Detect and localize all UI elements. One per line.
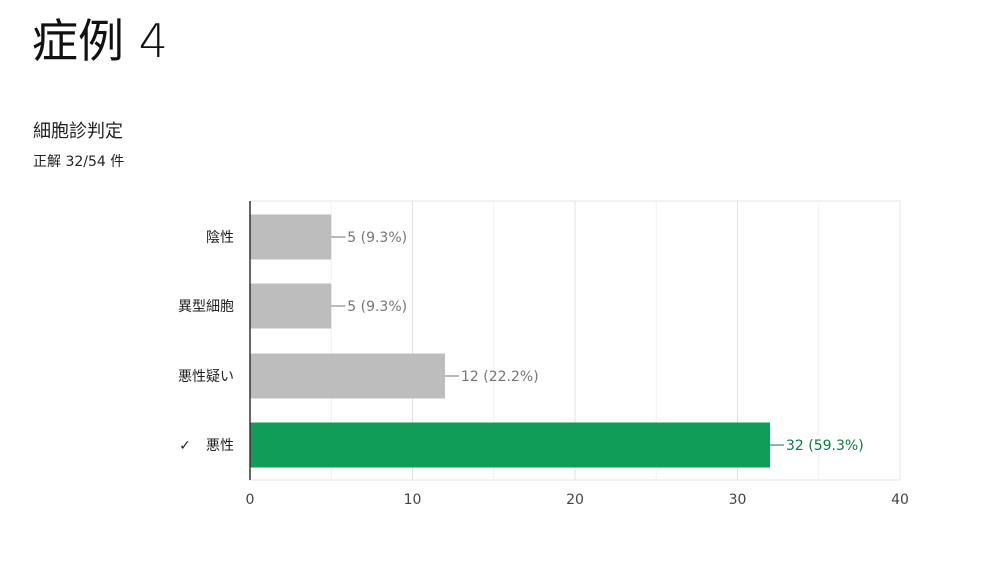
data-label: 5 (9.3%) xyxy=(347,299,407,315)
category-label: 陰性 xyxy=(206,230,234,246)
correct-check-icon: ✓ xyxy=(179,438,191,454)
x-tick-label: 30 xyxy=(729,492,747,508)
category-label: 悪性 xyxy=(206,438,234,454)
score-summary: 正解 32/54 件 xyxy=(33,154,125,170)
x-tick-label: 10 xyxy=(404,492,422,508)
data-label: 5 (9.3%) xyxy=(347,230,407,246)
bar xyxy=(250,214,332,260)
question-title: 細胞診判定 xyxy=(33,121,123,142)
slide-title: 症例 4 xyxy=(32,14,168,68)
category-label: 悪性疑い xyxy=(178,369,234,385)
bar xyxy=(250,353,445,399)
x-tick-label: 40 xyxy=(891,492,909,508)
x-tick-label: 0 xyxy=(246,492,255,508)
data-label: 12 (22.2%) xyxy=(461,369,539,385)
category-label: 異型細胞 xyxy=(178,299,234,315)
x-tick-label: 20 xyxy=(566,492,584,508)
data-label: 32 (59.3%) xyxy=(786,438,864,454)
bar xyxy=(250,283,332,329)
bar-correct xyxy=(250,422,770,468)
